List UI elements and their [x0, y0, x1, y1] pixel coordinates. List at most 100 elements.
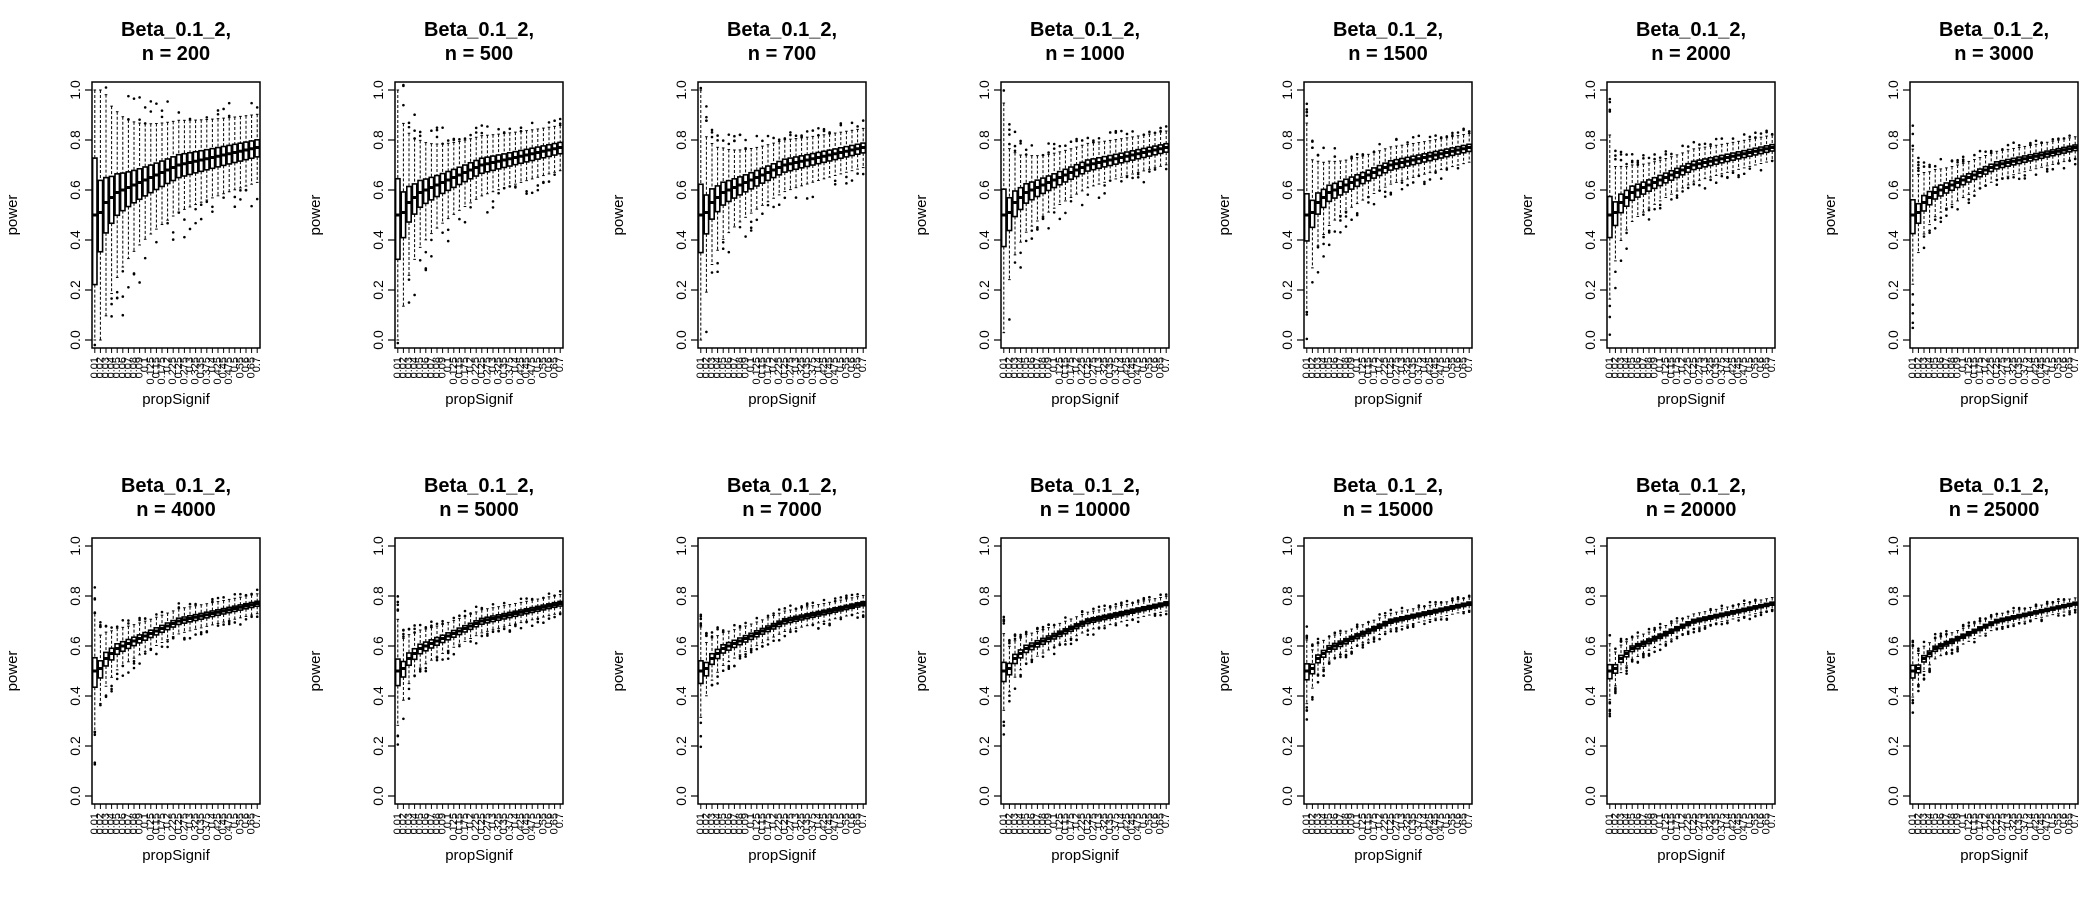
- outlier-point: [738, 225, 742, 229]
- box: [1999, 612, 2006, 630]
- outlier-point: [502, 627, 506, 631]
- box: [748, 623, 755, 654]
- outlier-point: [446, 139, 450, 142]
- outlier-point: [1350, 218, 1353, 222]
- x-tick-label: 0.475: [223, 813, 235, 841]
- outlier-point: [93, 586, 97, 589]
- outlier-point: [1378, 189, 1381, 192]
- outlier-point: [1445, 168, 1449, 171]
- outlier-point: [93, 763, 97, 766]
- box: [1915, 156, 1922, 254]
- outlier-point: [1467, 610, 1471, 613]
- x-tick-label: 0.375: [2019, 357, 2031, 385]
- outlier-point: [1305, 706, 1309, 709]
- outlier-point: [441, 142, 444, 146]
- outlier-point: [530, 624, 534, 628]
- x-tick-label: 0.175: [1065, 813, 1077, 841]
- box: [226, 101, 233, 193]
- outlier-point: [1653, 157, 1656, 161]
- x-tick-label: 0.65: [246, 813, 258, 834]
- box: [1045, 142, 1052, 230]
- x-tick-label: 0.06: [1632, 813, 1644, 834]
- outlier-point: [553, 615, 556, 619]
- outlier-point: [497, 127, 500, 131]
- x-tick-label: 0.125: [1660, 357, 1672, 385]
- box: [203, 116, 210, 204]
- y-tick-label: 0.4: [1279, 686, 1295, 706]
- outlier-point: [1406, 141, 1409, 144]
- panel: Beta_0.1_2,n = 5000.00.20.40.60.81.00.01…: [307, 19, 566, 408]
- outlier-point: [1978, 619, 1982, 623]
- box: [2016, 606, 2023, 625]
- outlier-point: [1686, 186, 1690, 190]
- x-tick-label: 0.2: [768, 813, 780, 828]
- outlier-point: [486, 211, 489, 214]
- x-tick-label: 0.175: [1671, 813, 1683, 841]
- outlier-point: [845, 182, 848, 185]
- outlier-point: [1086, 193, 1090, 196]
- outlier-point: [1956, 207, 1959, 211]
- outlier-point: [1411, 625, 1415, 629]
- outlier-point: [222, 596, 225, 599]
- plot-frame: [1606, 537, 1776, 805]
- box: [742, 138, 749, 238]
- outlier-point: [188, 227, 192, 231]
- panel-title: Beta_0.1_2,: [727, 475, 837, 497]
- outlier-point: [418, 670, 422, 673]
- outlier-point: [1647, 208, 1651, 212]
- outlier-point: [789, 630, 792, 634]
- box: [136, 96, 143, 284]
- outlier-point: [1153, 612, 1157, 616]
- x-tick-label: 0.07: [1637, 357, 1649, 378]
- outlier-point: [1625, 637, 1628, 641]
- outlier-point: [777, 203, 781, 206]
- outlier-point: [233, 621, 237, 624]
- outlier-point: [469, 133, 472, 137]
- outlier-point: [1069, 642, 1073, 646]
- box-iqr: [97, 179, 104, 253]
- outlier-point: [115, 290, 119, 294]
- x-tick-label: 0.06: [723, 813, 735, 834]
- outlier-point: [1608, 633, 1612, 637]
- box: [1769, 132, 1776, 163]
- box: [1657, 622, 1664, 652]
- box: [1988, 613, 1995, 632]
- x-tick-label: 0.45: [1733, 813, 1745, 834]
- outlier-point: [418, 134, 422, 138]
- box: [243, 115, 249, 192]
- x-tick-label: 0.325: [2008, 813, 2020, 841]
- box: [1466, 130, 1473, 163]
- x-tick-label: 0.55: [537, 357, 549, 378]
- x-tick-label: 0.25: [1082, 813, 1094, 834]
- x-tick-label: 0.3: [1093, 813, 1105, 828]
- outlier-point: [794, 607, 798, 611]
- outlier-point: [1698, 627, 1701, 631]
- box: [2049, 137, 2056, 171]
- box: [748, 148, 755, 232]
- outlier-point: [1742, 599, 1746, 603]
- outlier-point: [1367, 641, 1370, 644]
- panel-title: Beta_0.1_2,: [1939, 475, 2049, 497]
- outlier-point: [480, 606, 484, 610]
- box: [1707, 607, 1714, 627]
- outlier-point: [1114, 129, 1118, 133]
- x-tick-label: 0.125: [1054, 357, 1066, 385]
- y-tick-label: 0.4: [1279, 230, 1295, 250]
- x-tick-label: 0.7: [1766, 357, 1778, 372]
- y-tick-label: 0.4: [370, 230, 386, 250]
- outlier-point: [1030, 229, 1034, 232]
- box: [2021, 145, 2028, 180]
- outlier-point: [183, 218, 186, 221]
- outlier-point: [1731, 171, 1735, 175]
- outlier-point: [710, 131, 714, 134]
- outlier-point: [1754, 598, 1757, 602]
- box: [1309, 139, 1316, 284]
- outlier-point: [1350, 650, 1353, 654]
- outlier-point: [1327, 635, 1331, 638]
- outlier-point: [2045, 170, 2049, 173]
- x-tick-label: 0.6: [1755, 357, 1767, 372]
- y-tick-label: 0.8: [673, 586, 689, 606]
- outlier-point: [1395, 627, 1398, 631]
- outlier-point: [1737, 602, 1740, 606]
- box: [248, 101, 255, 208]
